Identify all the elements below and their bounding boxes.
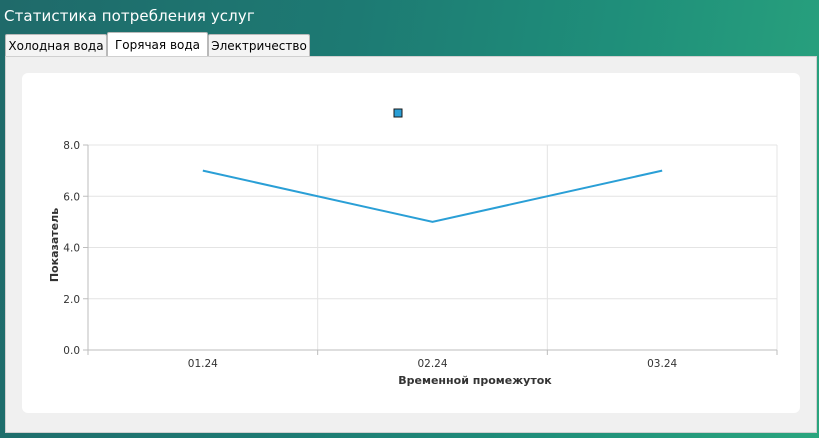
chart-grid <box>87 144 778 351</box>
series-line <box>202 169 663 223</box>
x-tick-label: 02.24 <box>417 358 447 370</box>
y-tick-label: 4.0 <box>63 243 80 255</box>
tab-cold-water[interactable]: Холодная вода <box>5 34 107 56</box>
chart-series <box>202 169 663 223</box>
tab-electricity[interactable]: Электричество <box>208 34 310 56</box>
window-title: Статистика потребления услуг <box>4 7 255 25</box>
y-tick-label: 2.0 <box>63 294 80 306</box>
y-tick-label: 0.0 <box>63 345 80 357</box>
tab-hot-water[interactable]: Горячая вода <box>107 32 208 57</box>
y-axis-title: Показатель <box>48 208 61 282</box>
y-tick-label: 6.0 <box>63 191 80 203</box>
chart-card: 0.0 2.0 4.0 6.0 8.0 01.24 02.24 03.24 Временной… <box>22 73 800 413</box>
y-tick-label: 8.0 <box>63 140 80 152</box>
x-axis-title: Временной промежуток <box>398 374 552 387</box>
chart-axes: 0.0 2.0 4.0 6.0 8.0 01.24 02.24 03.24 <box>63 140 778 370</box>
line-chart: 0.0 2.0 4.0 6.0 8.0 01.24 02.24 03.24 Временной… <box>48 108 778 387</box>
tab-content-panel: 0.0 2.0 4.0 6.0 8.0 01.24 02.24 03.24 Временной… <box>5 56 817 433</box>
x-tick-label: 03.24 <box>647 358 677 370</box>
legend-marker <box>393 108 403 118</box>
chart-legend <box>393 108 403 118</box>
x-tick-label: 01.24 <box>188 358 218 370</box>
